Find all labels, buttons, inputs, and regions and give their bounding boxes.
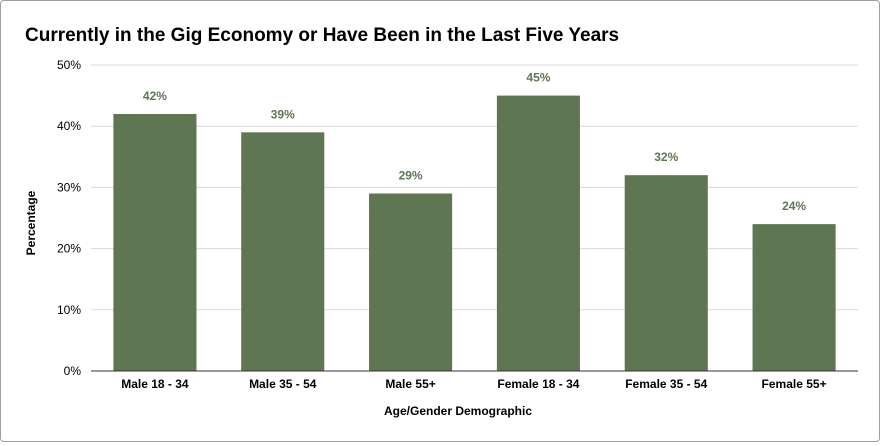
y-tick-label: 40%: [57, 119, 81, 133]
x-tick-label: Male 18 - 34: [121, 377, 189, 391]
data-label: 42%: [143, 89, 167, 103]
x-tick-label: Male 35 - 54: [249, 377, 317, 391]
x-axis-title: Age/Gender Demographic: [384, 404, 532, 418]
y-tick-label: 0%: [64, 364, 82, 378]
data-label: 32%: [654, 150, 678, 164]
chart-title: Currently in the Gig Economy or Have Bee…: [25, 25, 619, 46]
y-tick-label: 10%: [57, 303, 81, 317]
data-label: 45%: [526, 71, 550, 85]
x-tick-label: Female 35 - 54: [625, 377, 707, 391]
axis-ticks: 0% 10% 20% 30% 40% 50% Male 18 - 34 Male 35 - 5…: [57, 58, 858, 391]
y-axis-title: Percentage: [24, 190, 38, 255]
bar: [113, 113, 197, 372]
y-tick-label: 20%: [57, 242, 81, 256]
bars: [113, 95, 836, 372]
gridlines: [91, 64, 858, 311]
bar: [369, 193, 453, 371]
y-tick-label: 30%: [57, 180, 81, 194]
bar: [241, 132, 325, 371]
x-tick-label: Female 18 - 34: [497, 377, 579, 391]
bar: [752, 224, 836, 371]
data-labels: 42% 39% 29% 45% 32% 24%: [143, 71, 807, 214]
data-label: 29%: [399, 169, 423, 183]
data-label: 24%: [782, 199, 806, 213]
data-label: 39%: [271, 107, 295, 121]
bar: [496, 95, 580, 371]
x-tick-label: Female 55+: [762, 377, 827, 391]
bar: [624, 175, 708, 371]
x-tick-label: Male 55+: [385, 377, 435, 391]
y-tick-label: 50%: [57, 58, 81, 72]
